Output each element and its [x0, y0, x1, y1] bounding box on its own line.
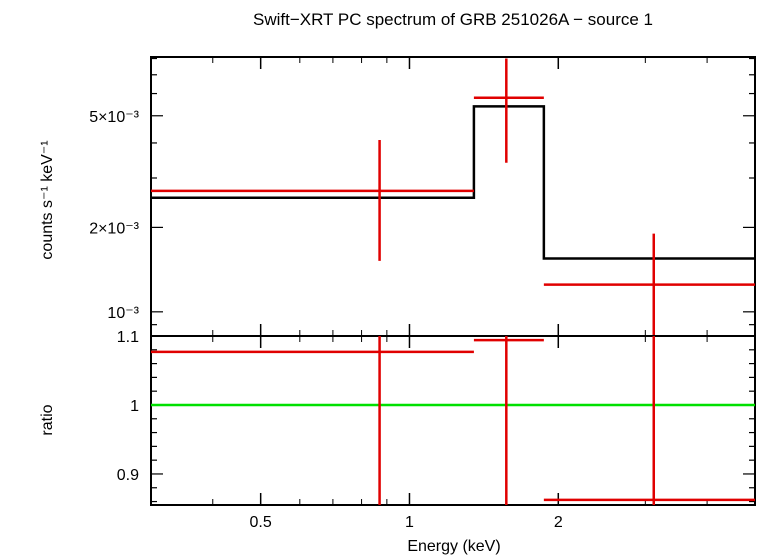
y-tick-label: 0.9 [117, 467, 139, 484]
y-tick-label: 5×10⁻³ [89, 109, 139, 126]
spectrum-tick-marks [151, 57, 755, 336]
spectrum-panel-frame [150, 56, 756, 337]
spectrum-data-points [151, 58, 755, 336]
ratio-panel-frame [150, 335, 756, 506]
chart-title: Swift−XRT PC spectrum of GRB 251026A − s… [253, 10, 653, 29]
ratio-y-tick-labels: 1.1 1 0.9 [117, 329, 139, 484]
spectrum-data-point [543, 233, 755, 336]
spectrum-data-point [473, 58, 544, 163]
y-tick-label: 2×10⁻³ [89, 220, 139, 237]
ratio-data-point [151, 336, 474, 505]
x-axis-label: Energy (keV) [407, 538, 500, 555]
model-step-path [151, 105, 755, 260]
x-tick-label: 0.5 [250, 514, 272, 531]
spectrum-y-axis-label: counts s⁻¹ keV⁻¹ [39, 140, 56, 259]
model-step-line [151, 105, 755, 260]
x-tick-labels: 0.5 1 2 [250, 514, 563, 531]
ratio-data-point [543, 336, 755, 505]
x-tick-label: 2 [554, 514, 563, 531]
ratio-tick-marks [151, 335, 755, 505]
x-tick-label: 1 [405, 514, 414, 531]
ratio-data-points [151, 336, 755, 505]
ratio-panel: 1.1 1 0.9 0.5 1 2 ratio Energy (keV) [39, 329, 756, 555]
y-tick-label: 1.1 [117, 329, 139, 346]
y-tick-label: 10⁻³ [107, 305, 139, 322]
spectrum-y-tick-labels: 5×10⁻³ 2×10⁻³ 10⁻³ [89, 109, 139, 322]
ratio-y-axis-label: ratio [39, 404, 56, 435]
spectrum-panel: 5×10⁻³ 2×10⁻³ 10⁻³ counts s⁻¹ keV⁻¹ [39, 56, 756, 337]
y-tick-label: 1 [130, 398, 139, 415]
ratio-data-point [473, 336, 544, 505]
spectrum-data-point [151, 139, 474, 261]
